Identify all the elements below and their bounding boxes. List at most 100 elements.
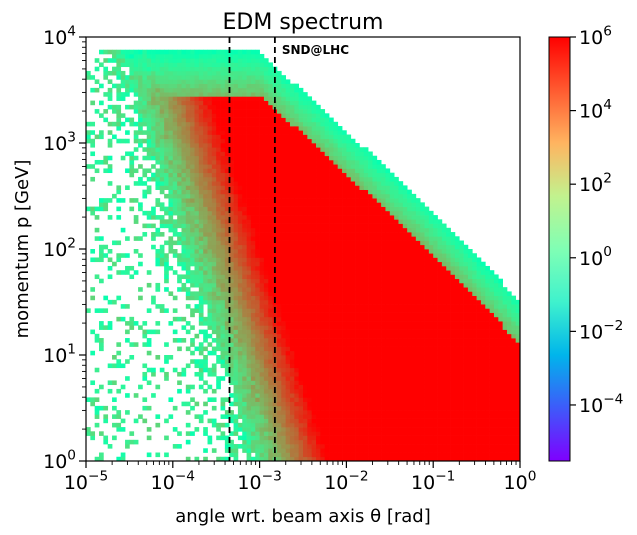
heatmap-cell	[342, 147, 347, 152]
heatmap-cell	[281, 155, 286, 161]
heatmap-cell	[181, 172, 187, 178]
heatmap-cell	[320, 367, 326, 373]
heatmap-cell	[142, 87, 148, 93]
heatmap-cell	[359, 448, 365, 453]
heatmap-cell	[268, 168, 273, 174]
heatmap-cell	[146, 405, 152, 411]
heatmap-cell	[376, 355, 382, 360]
heatmap-cell	[211, 215, 217, 220]
heatmap-cell	[211, 185, 217, 190]
heatmap-cell	[324, 422, 330, 428]
heatmap-cell	[246, 427, 252, 432]
heatmap-cell	[255, 350, 260, 356]
heatmap-cell	[394, 291, 399, 296]
heatmap-cell	[268, 215, 273, 220]
heatmap-cell	[211, 210, 217, 216]
heatmap-cell	[229, 265, 234, 271]
heatmap-cell	[190, 121, 195, 127]
heatmap-cell	[242, 350, 247, 356]
heatmap-cell	[159, 308, 165, 313]
heatmap-cell	[229, 113, 234, 118]
heatmap-cell	[203, 287, 208, 292]
heatmap-cell	[285, 109, 291, 114]
heatmap-cell	[285, 376, 291, 381]
heatmap-cell	[246, 104, 252, 110]
heatmap-cell	[237, 278, 243, 284]
heatmap-cell	[359, 321, 365, 326]
heatmap-cell	[194, 181, 200, 186]
heatmap-cell	[242, 181, 247, 186]
heatmap-cell	[372, 410, 378, 415]
heatmap-cell	[203, 215, 208, 220]
heatmap-cell	[203, 87, 208, 93]
heatmap-cell	[129, 70, 135, 76]
heatmap-cell	[181, 227, 187, 233]
heatmap-cell	[263, 278, 269, 284]
heatmap-cell	[276, 431, 282, 436]
heatmap-cell	[233, 388, 239, 394]
heatmap-cell	[320, 168, 326, 174]
heatmap-cell	[190, 198, 195, 203]
heatmap-cell	[220, 244, 226, 250]
heatmap-cell	[207, 62, 213, 68]
heatmap-cell	[233, 87, 239, 93]
heatmap-cell	[272, 363, 278, 369]
heatmap-cell	[285, 79, 291, 84]
heatmap-cell	[220, 355, 226, 360]
heatmap-cell	[211, 130, 217, 135]
heatmap-cell	[250, 189, 256, 195]
heatmap-cell	[363, 422, 369, 428]
heatmap-cell	[185, 346, 191, 352]
heatmap-cell	[246, 282, 252, 288]
heatmap-cell	[285, 397, 291, 402]
heatmap-cell	[272, 321, 278, 326]
heatmap-cell	[250, 121, 256, 127]
heatmap-cell	[190, 83, 195, 89]
heatmap-cell	[237, 49, 243, 55]
heatmap-cell	[398, 181, 404, 186]
heatmap-cell	[276, 291, 282, 296]
heatmap-cell	[294, 388, 300, 394]
heatmap-cell	[172, 92, 178, 97]
heatmap-cell	[250, 96, 256, 101]
heatmap-cell	[303, 215, 308, 220]
heatmap-cell	[246, 312, 252, 318]
heatmap-cell	[233, 53, 239, 59]
heatmap-cell	[198, 282, 204, 288]
heatmap-cell	[151, 53, 156, 59]
heatmap-cell	[381, 295, 386, 301]
heatmap-cell	[329, 388, 334, 394]
heatmap-cell	[133, 58, 139, 63]
heatmap-cell	[329, 371, 334, 377]
heatmap-cell	[211, 117, 217, 123]
heatmap-cell	[255, 232, 260, 237]
heatmap-cell	[285, 253, 291, 258]
heatmap-cell	[250, 164, 256, 169]
heatmap-cell	[246, 287, 252, 292]
heatmap-cell	[311, 159, 317, 165]
heatmap-cell	[285, 236, 291, 241]
heatmap-cell	[368, 240, 373, 246]
heatmap-cell	[107, 155, 113, 161]
heatmap-cell	[107, 79, 113, 84]
heatmap-cell	[359, 295, 365, 301]
heatmap-cell	[246, 270, 252, 275]
heatmap-cell	[376, 206, 382, 212]
heatmap-cell	[263, 181, 269, 186]
heatmap-cell	[311, 215, 317, 220]
heatmap-cell	[281, 295, 286, 301]
heatmap-cell	[255, 240, 260, 246]
heatmap-cell	[272, 261, 278, 267]
heatmap-cell	[207, 249, 213, 254]
heatmap-cell	[142, 329, 148, 335]
heatmap-cell	[346, 325, 352, 330]
heatmap-cell	[172, 113, 178, 118]
heatmap-cell	[216, 308, 221, 313]
heatmap-cell	[259, 346, 265, 352]
heatmap-cell	[233, 312, 239, 318]
heatmap-cell	[246, 87, 252, 93]
heatmap-cell	[246, 376, 252, 381]
heatmap-cell	[181, 58, 187, 63]
heatmap-cell	[203, 270, 208, 275]
heatmap-cell	[263, 359, 269, 364]
